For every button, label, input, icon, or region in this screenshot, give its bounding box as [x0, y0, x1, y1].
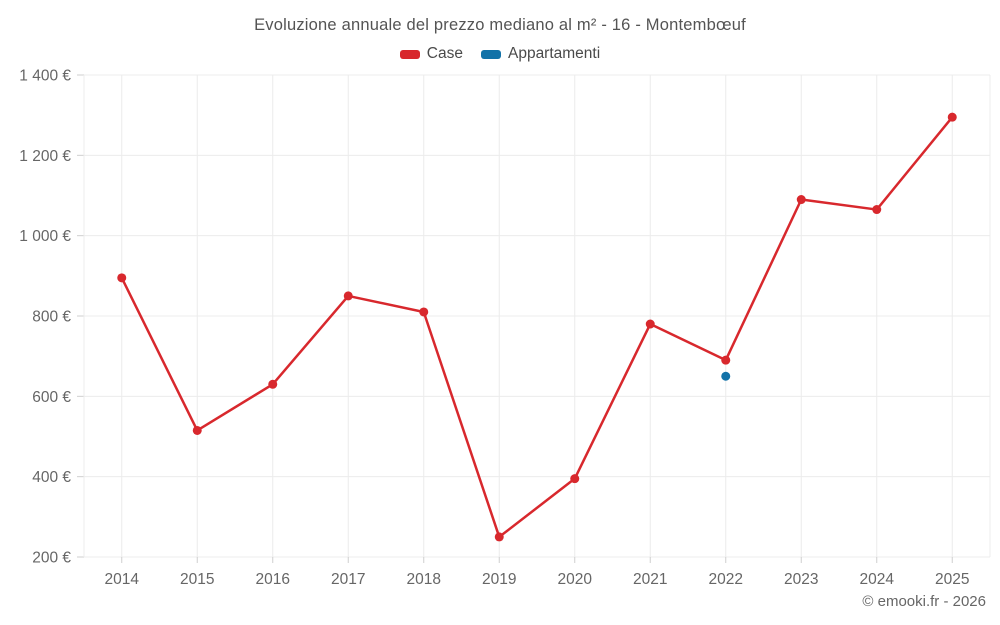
- x-axis-label: 2024: [860, 571, 895, 588]
- data-point-case[interactable]: [494, 532, 504, 542]
- legend-label-case: Case: [426, 45, 463, 62]
- x-axis-label: 2025: [935, 571, 969, 588]
- appartamenti-series-swatch: [480, 49, 501, 59]
- x-axis-label: 2020: [558, 571, 593, 588]
- y-axis-label: 200 €: [32, 550, 71, 567]
- series-line-case: [120, 115, 954, 539]
- data-point-case[interactable]: [947, 112, 957, 122]
- data-point-case[interactable]: [645, 319, 655, 329]
- y-axis-label: 1 400 €: [19, 68, 71, 85]
- x-axis-label: 2016: [256, 571, 290, 588]
- y-axis-label: 1 000 €: [19, 228, 71, 245]
- data-point-case[interactable]: [570, 474, 580, 484]
- data-point-case[interactable]: [268, 379, 278, 389]
- data-point-case[interactable]: [419, 307, 429, 317]
- y-axis-label: 600 €: [32, 389, 71, 406]
- data-point-case[interactable]: [192, 425, 202, 435]
- x-axis-label: 2022: [709, 571, 743, 588]
- x-axis-label: 2021: [633, 571, 667, 588]
- data-point-case[interactable]: [721, 355, 731, 365]
- data-point-case[interactable]: [872, 205, 882, 215]
- legend-item-case[interactable]: Case: [399, 45, 463, 63]
- x-axis-label: 2017: [331, 571, 365, 588]
- copyright-credit: © emooki.fr - 2026: [862, 593, 986, 610]
- x-axis-label: 2015: [180, 571, 214, 588]
- data-point-case[interactable]: [117, 273, 127, 283]
- y-axis-label: 1 200 €: [19, 148, 71, 165]
- x-axis-label: 2014: [105, 571, 140, 588]
- x-axis-label: 2023: [784, 571, 818, 588]
- y-axis-label: 400 €: [32, 469, 71, 486]
- data-point-case[interactable]: [343, 291, 353, 301]
- legend-item-appartamenti[interactable]: Appartamenti: [480, 45, 601, 63]
- data-point-case[interactable]: [796, 195, 806, 205]
- case-series-swatch: [399, 49, 420, 59]
- y-axis-label: 800 €: [32, 309, 71, 326]
- x-axis-label: 2019: [482, 571, 516, 588]
- legend-label-appartamenti: Appartamenti: [507, 45, 601, 62]
- chart-legend: Case Appartamenti: [0, 45, 1000, 63]
- chart-title: Evoluzione annuale del prezzo mediano al…: [254, 16, 746, 34]
- data-point-appartamenti[interactable]: [721, 371, 731, 381]
- x-axis-label: 2018: [407, 571, 441, 588]
